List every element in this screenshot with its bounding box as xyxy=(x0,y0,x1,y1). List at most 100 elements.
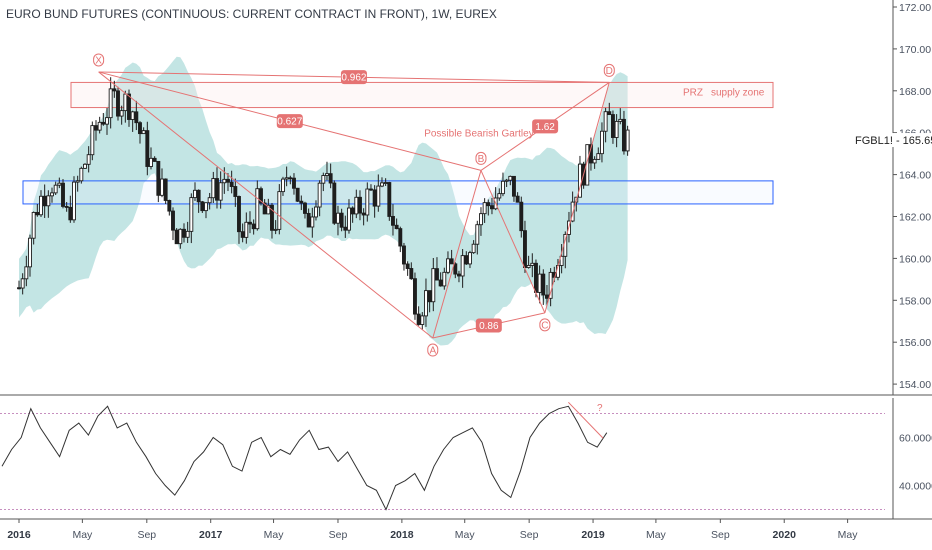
candle-body xyxy=(83,163,87,169)
candle xyxy=(347,199,351,234)
candle xyxy=(438,272,443,287)
candle-body xyxy=(218,182,223,201)
candle xyxy=(17,280,21,290)
candle-body xyxy=(64,205,69,208)
candle-body xyxy=(457,273,461,277)
candle-body xyxy=(449,258,454,265)
candle xyxy=(207,192,212,210)
candle xyxy=(317,180,322,217)
candle xyxy=(570,191,575,223)
candle-body xyxy=(409,268,414,280)
candle-body xyxy=(215,178,219,201)
candle-body xyxy=(145,130,150,167)
candle-body xyxy=(53,184,58,194)
candle-body xyxy=(303,202,307,214)
candle xyxy=(255,180,260,231)
candle-body xyxy=(486,202,491,207)
candle-body xyxy=(625,129,630,152)
rsi-divergence-line xyxy=(568,401,604,439)
candle-body xyxy=(127,93,131,120)
candle-body xyxy=(112,88,117,92)
candle xyxy=(321,172,326,192)
pattern-point-b: B xyxy=(475,151,487,165)
price-tick-label: 172.00 xyxy=(899,2,931,14)
candle xyxy=(134,100,139,131)
candle-body xyxy=(519,201,524,232)
candle-body xyxy=(622,118,626,152)
candle-body xyxy=(354,196,359,215)
candle-body xyxy=(464,255,469,265)
ratio-label-bg xyxy=(532,119,559,134)
candle-body xyxy=(262,202,267,215)
candle xyxy=(343,215,348,238)
candle-body xyxy=(328,173,333,184)
candle xyxy=(383,178,388,186)
candle-body xyxy=(233,186,238,197)
time-tick-label: 2017 xyxy=(199,529,223,541)
candle xyxy=(237,195,241,244)
candle xyxy=(453,262,458,279)
candle-body xyxy=(141,130,146,135)
candle xyxy=(94,120,98,141)
candle xyxy=(314,200,318,221)
candle xyxy=(185,221,190,243)
candle xyxy=(299,195,304,211)
candle-body xyxy=(380,182,384,187)
candle xyxy=(277,184,282,235)
candle-body xyxy=(101,121,106,125)
candle-body xyxy=(244,221,249,238)
candle xyxy=(295,187,300,202)
candle xyxy=(101,113,106,126)
candle xyxy=(105,107,109,135)
candle xyxy=(145,121,150,176)
candle xyxy=(603,107,608,143)
candle-body xyxy=(156,160,161,196)
ratio-label-text: 0.962 xyxy=(341,73,366,84)
candle xyxy=(262,199,267,215)
pattern-point-label: X xyxy=(95,55,102,66)
candle xyxy=(97,116,102,134)
candle xyxy=(211,171,216,204)
time-tick-label: May xyxy=(455,529,476,541)
candle xyxy=(90,121,95,161)
candle-body xyxy=(226,178,230,183)
candle-body xyxy=(167,200,172,212)
candle-body xyxy=(119,110,124,117)
ratio-label: 0.86 xyxy=(475,318,502,333)
candle xyxy=(607,102,612,116)
candle xyxy=(545,285,549,306)
candle xyxy=(248,211,252,234)
candle xyxy=(61,179,65,209)
time-tick-label: Sep xyxy=(711,529,730,541)
candle-body xyxy=(152,157,157,162)
candle-body xyxy=(163,178,168,201)
candle-body xyxy=(251,223,256,230)
candle xyxy=(251,219,256,235)
candle-body xyxy=(497,193,502,199)
candle-body xyxy=(427,290,432,303)
price-tick-label: 158.00 xyxy=(899,295,931,307)
candle-body xyxy=(398,228,403,247)
candle-body xyxy=(123,93,128,112)
candle xyxy=(420,312,425,330)
candle-body xyxy=(68,206,73,221)
candle xyxy=(72,176,76,223)
candle-body xyxy=(160,178,164,196)
candle-body xyxy=(358,196,362,214)
candle xyxy=(163,178,168,204)
candle-body xyxy=(537,273,542,293)
candle-body xyxy=(523,230,527,269)
candle-body xyxy=(405,263,410,269)
candle-body xyxy=(471,243,476,254)
ratio-label-text: 0.627 xyxy=(277,117,302,128)
candle-body xyxy=(20,278,25,289)
candle-body xyxy=(222,178,227,184)
candle xyxy=(149,147,153,170)
candle xyxy=(39,190,43,217)
candle-body xyxy=(138,122,142,135)
leg-cd xyxy=(544,82,610,314)
candle xyxy=(130,110,135,132)
pattern-point-label: C xyxy=(541,320,548,331)
candle xyxy=(196,189,201,213)
candle xyxy=(530,253,535,278)
